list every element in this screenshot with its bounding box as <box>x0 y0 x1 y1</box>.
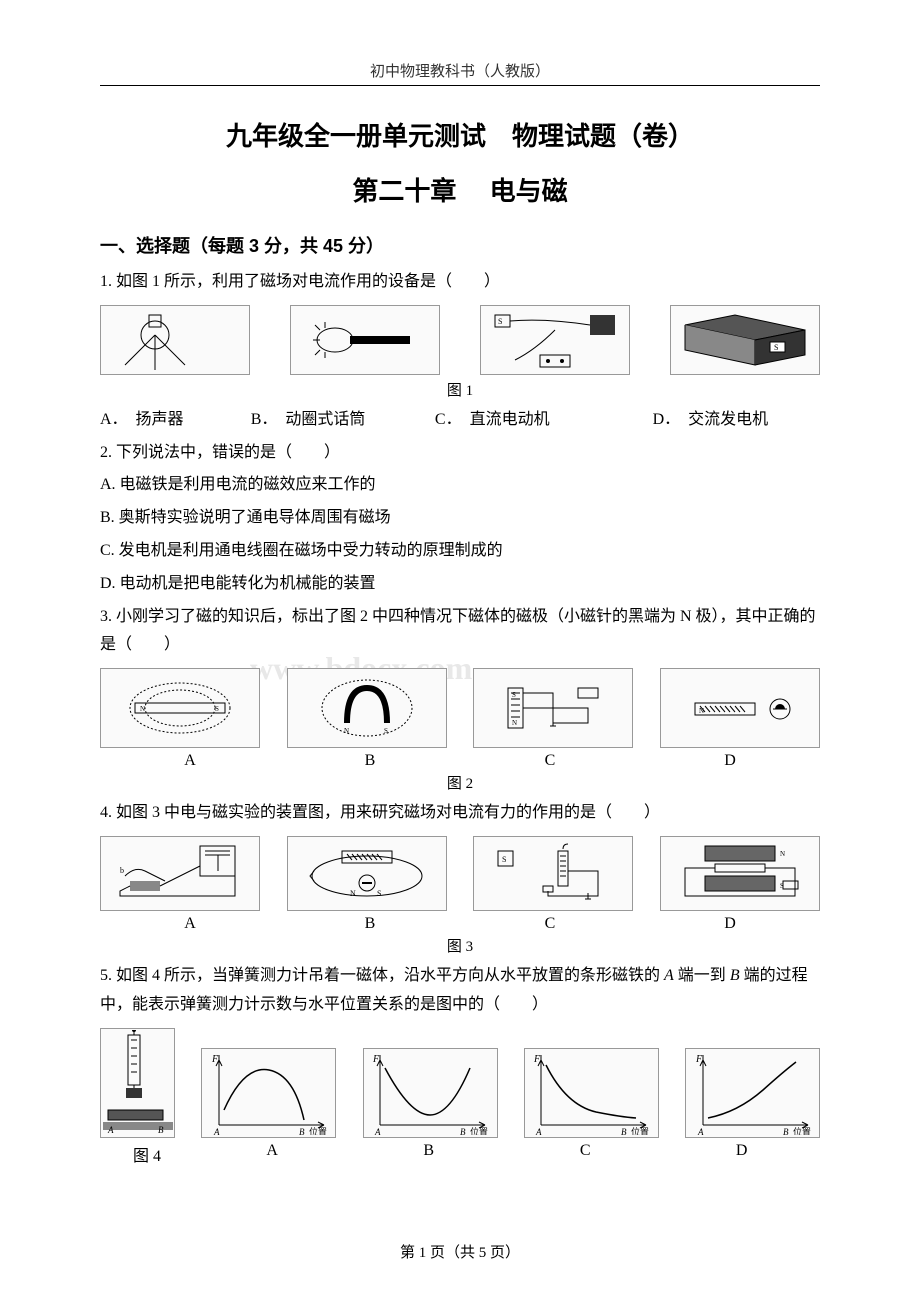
q5-lbl-a: A <box>194 1142 351 1166</box>
q3-text: 3. 小刚学习了磁的知识后，标出了图 2 中四种情况下磁体的磁极（小磁针的黑端为… <box>100 603 820 661</box>
q5-fig-d: F A B 位置 <box>685 1048 820 1138</box>
q5-labels: 图 4 A B C D <box>100 1142 820 1166</box>
q3-fig-c: S N <box>473 668 633 748</box>
q5-fig-a: F A B 位置 <box>201 1048 336 1138</box>
q4-text: 4. 如图 3 中电与磁实验的装置图，用来研究磁场对电流有力的作用的是（ ） <box>100 799 820 828</box>
svg-text:b: b <box>120 866 124 875</box>
q4-lbl-d: D <box>640 915 820 933</box>
svg-text:B: B <box>783 1127 789 1135</box>
q1-opt-d: D． 交流发电机 <box>653 406 820 435</box>
q5-lbl-d: D <box>663 1142 820 1166</box>
q4-lbl-b: B <box>280 915 460 933</box>
q4-fig-caption: 图 3 <box>100 935 820 956</box>
q5-text: 5. 如图 4 所示，当弹簧测力计吊着一磁体，沿水平方向从水平放置的条形磁铁的 … <box>100 962 820 1020</box>
q3-fig-b: N S <box>287 668 447 748</box>
q3-fig-caption: 图 2 <box>100 772 820 793</box>
svg-text:A: A <box>213 1127 220 1135</box>
svg-text:A: A <box>535 1127 542 1135</box>
q4-fig-b: N S <box>287 836 447 911</box>
q4-lbl-a: A <box>100 915 280 933</box>
q5-lbl-c: C <box>507 1142 664 1166</box>
header-rule <box>100 85 820 86</box>
q1-fig-d: S <box>670 305 820 375</box>
q4-figure-row: b a N S S <box>100 836 820 911</box>
q1-opt-b: B． 动圈式话筒 <box>251 406 435 435</box>
q1-figure-row: S S <box>100 305 820 375</box>
svg-text:位置: 位置 <box>470 1126 488 1135</box>
svg-text:S: S <box>215 705 219 713</box>
section-header: 一、选择题（每题 3 分，共 45 分） <box>100 232 820 258</box>
q1-fig-caption: 图 1 <box>100 379 820 400</box>
q4-labels: A B C D <box>100 915 820 933</box>
q1-opt-a: A． 扬声器 <box>100 406 251 435</box>
q1-text: 1. 如图 1 所示，利用了磁场对电流作用的设备是（ ） <box>100 268 820 297</box>
svg-text:S: S <box>512 691 516 699</box>
svg-text:N: N <box>780 850 785 858</box>
q3-lbl-a: A <box>100 752 280 770</box>
q3-lbl-d: D <box>640 752 820 770</box>
q3-figure-row: N S N S S N N <box>100 668 820 748</box>
q5-lbl-fig4: 图 4 <box>100 1142 194 1166</box>
q1-fig-b <box>290 305 440 375</box>
q5-figure-row: A B F A B 位置 F A B 位置 F <box>100 1028 820 1138</box>
q3-lbl-b: B <box>280 752 460 770</box>
q2-opt-b: B. 奥斯特实验说明了通电导体周围有磁场 <box>100 504 820 533</box>
q4-fig-d: N S <box>660 836 820 911</box>
svg-text:N: N <box>512 719 517 727</box>
svg-text:B: B <box>460 1127 466 1135</box>
svg-text:B: B <box>621 1127 627 1135</box>
q2-opt-d: D. 电动机是把电能转化为机械能的装置 <box>100 570 820 599</box>
doc-title-1: 九年级全一册单元测试 物理试题（卷） <box>100 116 820 153</box>
q3-fig-d: N <box>660 668 820 748</box>
svg-text:S: S <box>774 343 778 352</box>
svg-text:A: A <box>374 1127 381 1135</box>
page-header: 初中物理教科书（人教版） <box>100 60 820 81</box>
svg-text:S: S <box>377 889 381 898</box>
doc-title-2: 第二十章 电与磁 <box>100 171 820 208</box>
svg-text:S: S <box>502 855 506 864</box>
q4-lbl-c: C <box>460 915 640 933</box>
q4-fig-c: S <box>473 836 633 911</box>
q2-opt-c: C. 发电机是利用通电线圈在磁场中受力转动的原理制成的 <box>100 537 820 566</box>
svg-text:B: B <box>299 1127 305 1135</box>
q5-fig-setup: A B <box>100 1028 175 1138</box>
page-footer: 第 1 页（共 5 页） <box>0 1241 920 1262</box>
q3-fig-a: N S <box>100 668 260 748</box>
q1-fig-c: S <box>480 305 630 375</box>
svg-text:位置: 位置 <box>309 1126 327 1135</box>
q5-fig-b: F A B 位置 <box>363 1048 498 1138</box>
q1-options: A． 扬声器 B． 动圈式话筒 C． 直流电动机 D． 交流发电机 <box>100 406 820 435</box>
q3-lbl-c: C <box>460 752 640 770</box>
q1-fig-a <box>100 305 250 375</box>
svg-text:位置: 位置 <box>793 1126 811 1135</box>
svg-text:A: A <box>107 1125 114 1135</box>
svg-text:N: N <box>350 889 356 898</box>
svg-text:位置: 位置 <box>631 1126 649 1135</box>
svg-text:B: B <box>158 1125 164 1135</box>
q5-fig-c: F A B 位置 <box>524 1048 659 1138</box>
svg-text:N: N <box>140 705 145 713</box>
q4-fig-a: b a <box>100 836 260 911</box>
q5-lbl-b: B <box>350 1142 507 1166</box>
svg-text:S: S <box>498 317 502 326</box>
q2-opt-a: A. 电磁铁是利用电流的磁效应来工作的 <box>100 471 820 500</box>
q3-labels: A B C D <box>100 752 820 770</box>
q2-text: 2. 下列说法中，错误的是（ ） <box>100 439 820 468</box>
svg-text:A: A <box>697 1127 704 1135</box>
q1-opt-c: C． 直流电动机 <box>435 406 653 435</box>
